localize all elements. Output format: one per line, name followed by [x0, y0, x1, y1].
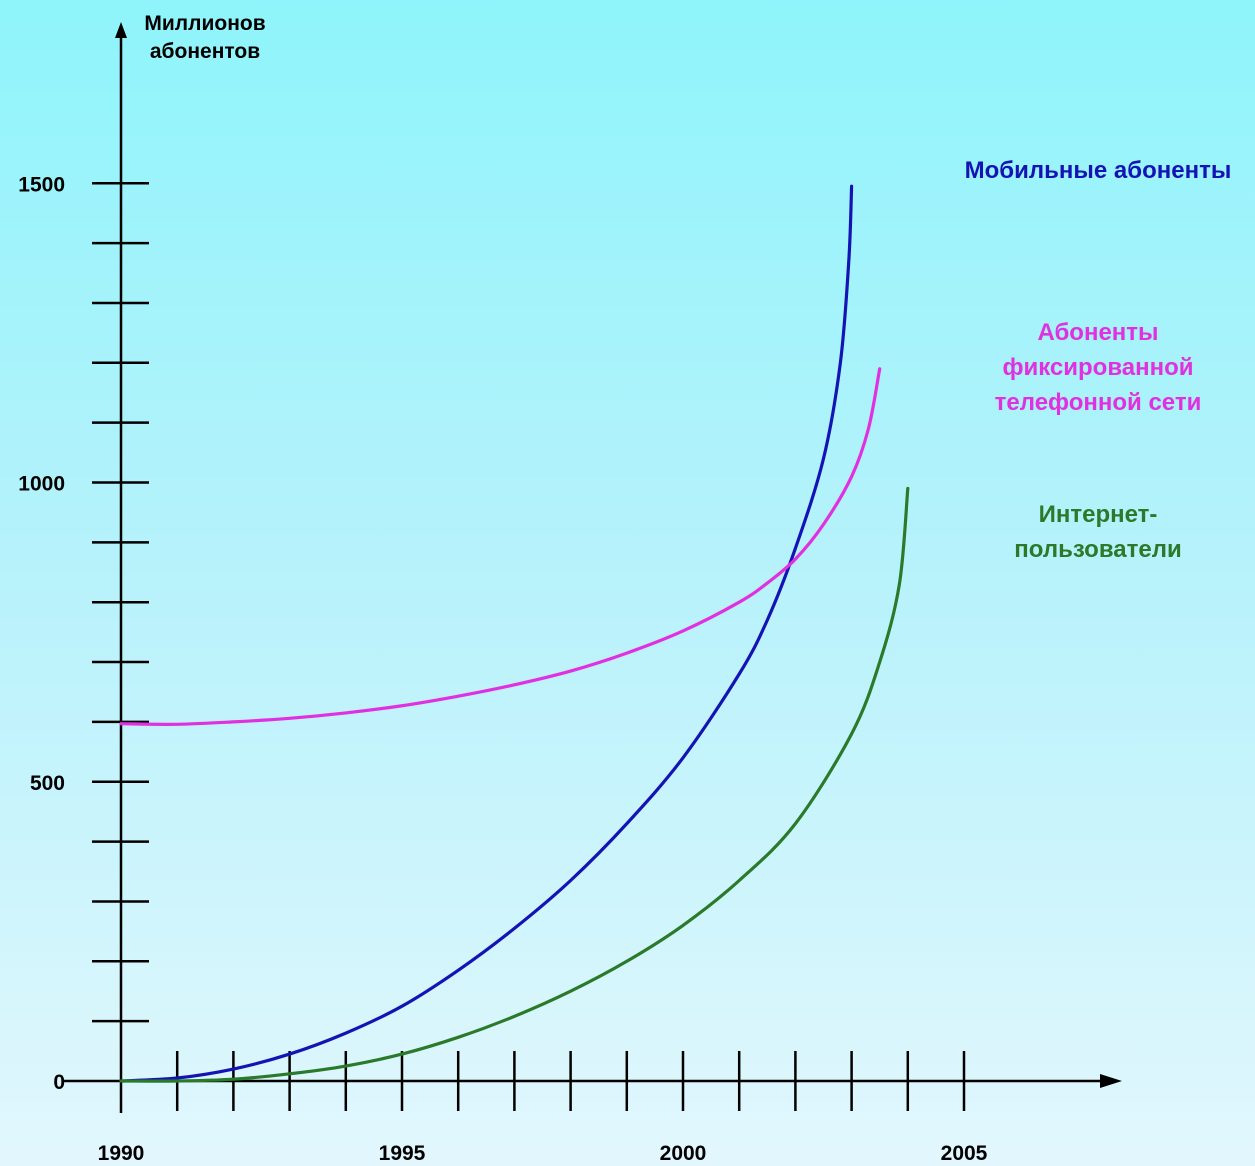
y-tick-label: 0: [53, 1071, 65, 1094]
x-tick-label: 2000: [660, 1142, 707, 1165]
legend-label-fixed: Абоненты: [1037, 319, 1158, 346]
axis-labels: 0 500 1000 1500 1990 1995 2000 2005 Миллионов або…: [18, 12, 987, 1165]
legend-label-internet: пользователи: [1014, 536, 1181, 563]
y-tick-label: 500: [30, 772, 65, 795]
axes: [64, 22, 1122, 1113]
y-axis-title: абонентов: [150, 40, 260, 63]
x-axis-arrow: [1100, 1074, 1122, 1088]
legend-label-fixed: фиксированной: [1002, 354, 1193, 381]
legend: Мобильные абоненты Абоненты фиксированной т…: [965, 157, 1232, 563]
legend-label-internet: Интернет-: [1039, 501, 1158, 528]
y-axis-arrow: [115, 22, 127, 38]
x-tick-label: 1995: [379, 1142, 426, 1165]
series-line-mobile: [119, 184, 854, 1083]
y-tick-label: 1500: [18, 173, 65, 196]
data-series: [119, 184, 910, 1083]
x-tick-label: 1990: [98, 1142, 145, 1165]
legend-label-fixed: телефонной сети: [995, 389, 1202, 416]
legend-label-mobile: Мобильные абоненты: [965, 157, 1232, 184]
x-tick-label: 2005: [941, 1142, 988, 1165]
series-line-internet: [119, 486, 910, 1083]
y-tick-label: 1000: [18, 473, 65, 496]
y-axis-title: Миллионов: [144, 12, 265, 35]
series-line-fixed: [119, 367, 882, 726]
